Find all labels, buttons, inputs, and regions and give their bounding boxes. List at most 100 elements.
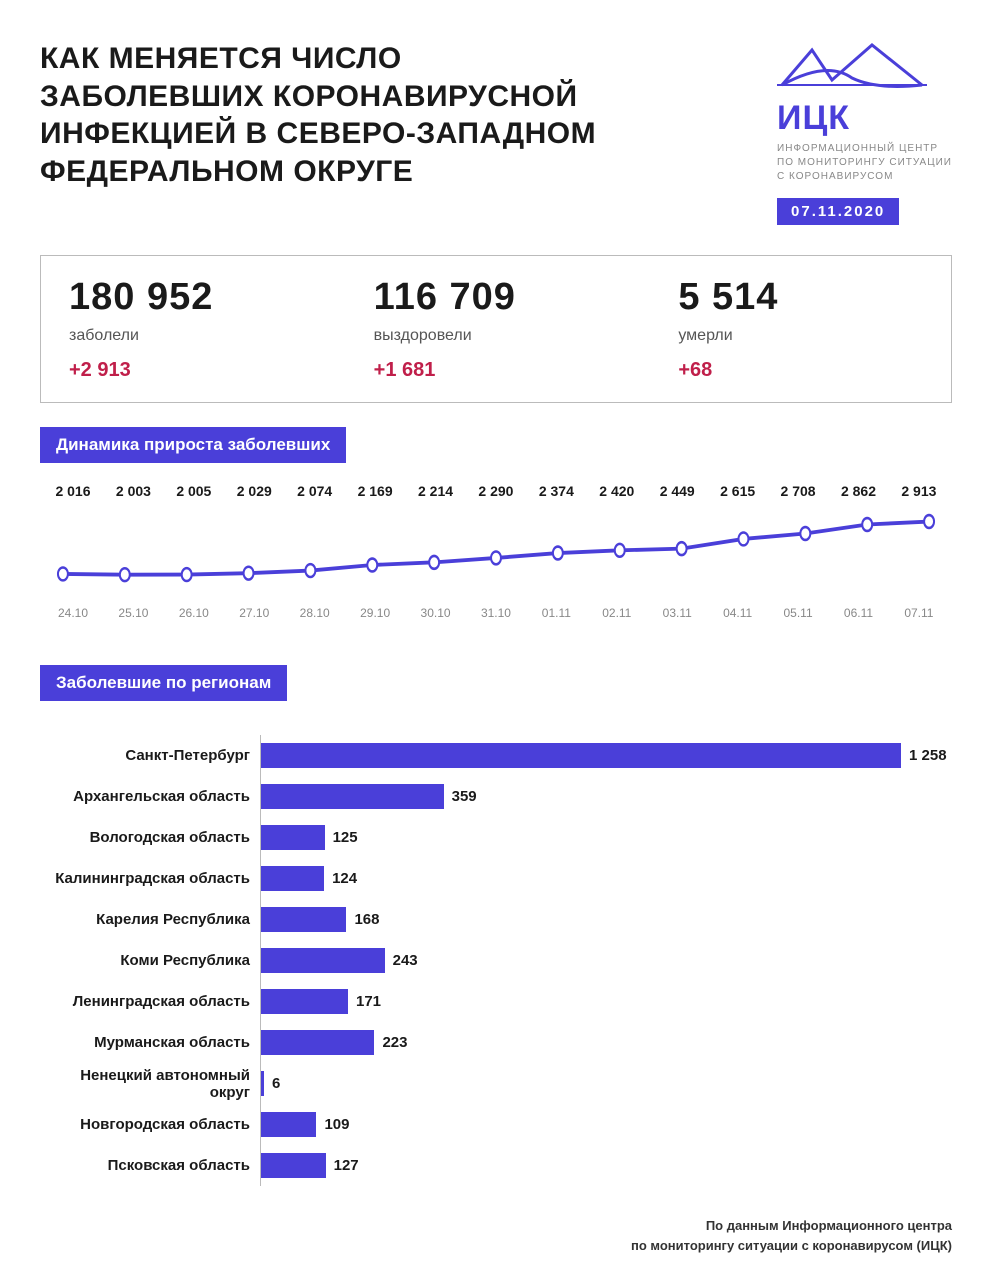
bar-label: Ленинградская область bbox=[40, 993, 260, 1010]
bar-row: Карелия Республика 168 bbox=[40, 899, 952, 940]
line-point-value: 2 862 bbox=[833, 483, 883, 499]
logo-block: ИЦК ИНФОРМАЦИОННЫЙ ЦЕНТР ПО МОНИТОРИНГУ … bbox=[777, 40, 952, 225]
bar-track: 359 bbox=[260, 776, 952, 817]
bar-label: Новгородская область bbox=[40, 1116, 260, 1133]
line-point-date: 06.11 bbox=[833, 606, 883, 620]
line-point-date: 29.10 bbox=[350, 606, 400, 620]
bar-track: 109 bbox=[260, 1104, 952, 1145]
bar-label: Архангельская область bbox=[40, 788, 260, 805]
line-point-value: 2 003 bbox=[108, 483, 158, 499]
bar-label: Санкт-Петербург bbox=[40, 747, 260, 764]
bar-track: 124 bbox=[260, 858, 952, 899]
bar-track: 125 bbox=[260, 817, 952, 858]
stat-deaths: 5 514 умерли +68 bbox=[678, 276, 923, 382]
bar-value: 124 bbox=[332, 870, 357, 887]
header: КАК МЕНЯЕТСЯ ЧИСЛО ЗАБОЛЕВШИХ КОРОНАВИРУ… bbox=[40, 40, 952, 225]
line-chart-value-labels: 2 0162 0032 0052 0292 0742 1692 2142 290… bbox=[48, 483, 944, 499]
bar bbox=[261, 948, 385, 973]
bar-chart: Санкт-Петербург 1 258 Архангельская област… bbox=[40, 735, 952, 1186]
logo-icon bbox=[777, 40, 927, 90]
line-point-value: 2 449 bbox=[652, 483, 702, 499]
bar-label: Калининградская область bbox=[40, 870, 260, 887]
line-point-value: 2 074 bbox=[290, 483, 340, 499]
bar-label: Псковская область bbox=[40, 1157, 260, 1174]
bar-row: Ненецкий автономный округ 6 bbox=[40, 1063, 952, 1104]
bar-row: Калининградская область 124 bbox=[40, 858, 952, 899]
bar-track: 171 bbox=[260, 981, 952, 1022]
bar-row: Псковская область 127 bbox=[40, 1145, 952, 1186]
bar bbox=[261, 825, 325, 850]
bar-value: 168 bbox=[354, 911, 379, 928]
line-point-value: 2 169 bbox=[350, 483, 400, 499]
line-point-value: 2 029 bbox=[229, 483, 279, 499]
bar bbox=[261, 784, 444, 809]
line-point-date: 28.10 bbox=[290, 606, 340, 620]
bar-value: 6 bbox=[272, 1075, 280, 1092]
bar-row: Новгородская область 109 bbox=[40, 1104, 952, 1145]
line-point-value: 2 016 bbox=[48, 483, 98, 499]
bar bbox=[261, 743, 901, 768]
bar-label: Вологодская область bbox=[40, 829, 260, 846]
line-point-date: 05.11 bbox=[773, 606, 823, 620]
line-point-date: 04.11 bbox=[713, 606, 763, 620]
bar-value: 1 258 bbox=[909, 747, 947, 764]
stat-value: 180 952 bbox=[69, 276, 314, 319]
bar-label: Ненецкий автономный округ bbox=[40, 1067, 260, 1101]
bar bbox=[261, 1071, 264, 1096]
line-point-date: 31.10 bbox=[471, 606, 521, 620]
bar-row: Вологодская область125 bbox=[40, 817, 952, 858]
line-point-date: 30.10 bbox=[411, 606, 461, 620]
bar-value: 127 bbox=[334, 1157, 359, 1174]
line-point-value: 2 615 bbox=[713, 483, 763, 499]
logo-subtitle: ИНФОРМАЦИОННЫЙ ЦЕНТР ПО МОНИТОРИНГУ СИТУ… bbox=[777, 142, 952, 184]
line-point-value: 2 005 bbox=[169, 483, 219, 499]
bar bbox=[261, 1030, 374, 1055]
stats-box: 180 952 заболели +2 913 116 709 выздоров… bbox=[40, 255, 952, 403]
date-badge: 07.11.2020 bbox=[777, 198, 899, 225]
stat-infected: 180 952 заболели +2 913 bbox=[69, 276, 314, 382]
bar bbox=[261, 989, 348, 1014]
stat-label: заболели bbox=[69, 327, 314, 345]
line-point-date: 27.10 bbox=[229, 606, 279, 620]
stat-value: 116 709 bbox=[374, 276, 619, 319]
line-point-date: 03.11 bbox=[652, 606, 702, 620]
bar bbox=[261, 866, 324, 891]
line-point-date: 02.11 bbox=[592, 606, 642, 620]
bar-value: 359 bbox=[452, 788, 477, 805]
line-point-date: 25.10 bbox=[108, 606, 158, 620]
bar bbox=[261, 907, 346, 932]
line-chart-title: Динамика прироста заболевших bbox=[40, 427, 346, 463]
stat-delta: +1 681 bbox=[374, 359, 619, 382]
stat-value: 5 514 bbox=[678, 276, 923, 319]
line-point-value: 2 913 bbox=[894, 483, 944, 499]
line-chart-svg bbox=[48, 501, 944, 591]
bar-track: 1 258 bbox=[260, 735, 952, 776]
bar-row: Архангельская область 359 bbox=[40, 776, 952, 817]
bar-value: 109 bbox=[324, 1116, 349, 1133]
footer-credit: По данным Информационного центра по мони… bbox=[40, 1216, 952, 1255]
line-point-value: 2 420 bbox=[592, 483, 642, 499]
line-point-value: 2 374 bbox=[531, 483, 581, 499]
line-point-date: 07.11 bbox=[894, 606, 944, 620]
bar-track: 168 bbox=[260, 899, 952, 940]
bar-track: 6 bbox=[260, 1063, 952, 1104]
bar-value: 223 bbox=[382, 1034, 407, 1051]
bar-row: Санкт-Петербург 1 258 bbox=[40, 735, 952, 776]
line-point-date: 01.11 bbox=[531, 606, 581, 620]
bar-track: 223 bbox=[260, 1022, 952, 1063]
bar-label: Карелия Республика bbox=[40, 911, 260, 928]
bar-value: 243 bbox=[393, 952, 418, 969]
logo-text: ИЦК bbox=[777, 99, 952, 138]
line-chart-date-labels: 24.1025.1026.1027.1028.1029.1030.1031.10… bbox=[48, 606, 944, 620]
stat-recovered: 116 709 выздоровели +1 681 bbox=[374, 276, 619, 382]
stat-delta: +2 913 bbox=[69, 359, 314, 382]
bar bbox=[261, 1112, 316, 1137]
bar-track: 243 bbox=[260, 940, 952, 981]
line-point-value: 2 290 bbox=[471, 483, 521, 499]
bar-value: 171 bbox=[356, 993, 381, 1010]
bar bbox=[261, 1153, 326, 1178]
stat-delta: +68 bbox=[678, 359, 923, 382]
bar-row: Мурманская область223 bbox=[40, 1022, 952, 1063]
bar-track: 127 bbox=[260, 1145, 952, 1186]
line-point-date: 26.10 bbox=[169, 606, 219, 620]
